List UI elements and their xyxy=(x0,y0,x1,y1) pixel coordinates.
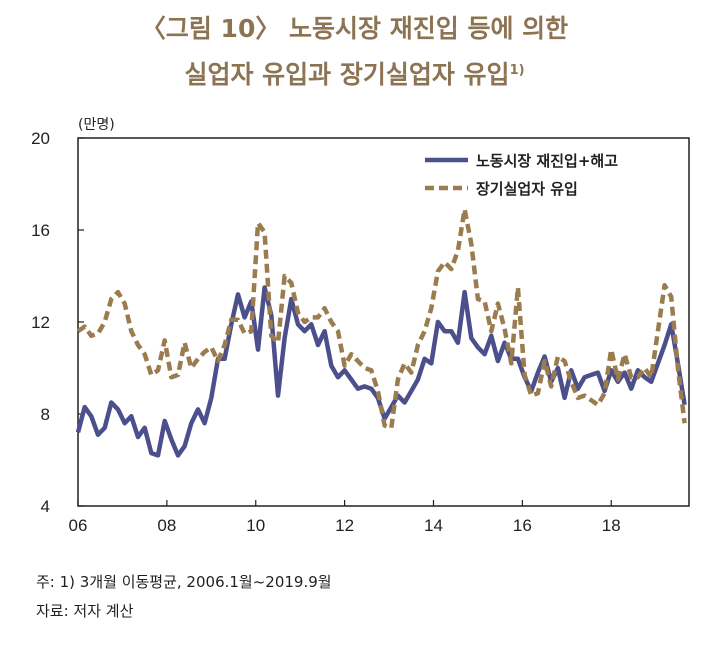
y-tick-label: 8 xyxy=(41,405,50,424)
y-axis: 4 8 12 16 20 xyxy=(31,129,84,516)
legend-label-2: 장기실업자 유입 xyxy=(476,180,578,198)
y-tick-label: 4 xyxy=(41,497,50,516)
chart-title-line2-text: 실업자 유입과 장기실업자 유입 xyxy=(184,60,510,89)
series-line-2 xyxy=(76,207,687,431)
series-line-1 xyxy=(75,285,687,458)
x-tick-label: 06 xyxy=(69,516,88,535)
x-axis: 06 08 10 12 14 16 18 xyxy=(69,500,621,535)
y-tick-label: 20 xyxy=(31,129,50,148)
legend-label-1: 노동시장 재진입+해고 xyxy=(476,152,618,170)
x-tick-label: 08 xyxy=(157,516,176,535)
footnotes: 주: 1) 3개월 이동평균, 2006.1월~2019.9월 자료: 저자 계… xyxy=(36,568,332,626)
y-unit-label: (만명) xyxy=(78,117,115,133)
x-tick-label: 10 xyxy=(246,516,265,535)
x-tick-label: 14 xyxy=(424,516,443,535)
x-tick-label: 16 xyxy=(513,516,532,535)
chart-title-line1: 〈그림 10〉 노동시장 재진입 등에 의한 xyxy=(140,14,569,43)
x-tick-label: 18 xyxy=(602,516,621,535)
footnote-source: 자료: 저자 계산 xyxy=(36,602,134,620)
chart-title-footnote-mark: 1) xyxy=(509,63,525,78)
chart-title: 〈그림 10〉 노동시장 재진입 등에 의한 실업자 유입과 장기실업자 유입1… xyxy=(0,6,709,98)
footnote-note: 주: 1) 3개월 이동평균, 2006.1월~2019.9월 xyxy=(36,573,332,591)
plot-frame xyxy=(77,137,690,507)
y-tick-label: 16 xyxy=(31,221,50,240)
chart-title-line2: 실업자 유입과 장기실업자 유입1) xyxy=(0,52,709,98)
line-chart: (만명) 4 8 12 16 20 06 08 10 12 14 16 18 노동시장 재진입+해고… xyxy=(31,117,690,535)
series-layer xyxy=(75,207,687,458)
x-tick-label: 12 xyxy=(335,516,354,535)
y-tick-label: 12 xyxy=(31,313,50,332)
